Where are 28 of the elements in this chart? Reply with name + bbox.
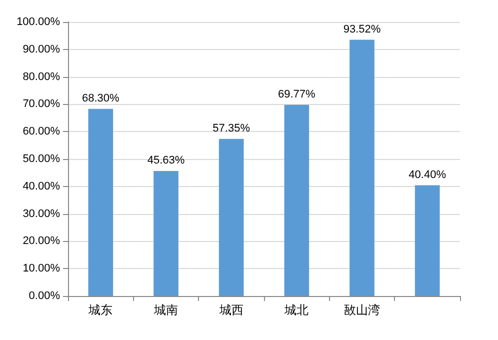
bar: [88, 108, 114, 296]
y-tick-label: 60.00%: [22, 126, 60, 138]
data-label: 69.77%: [278, 88, 316, 100]
y-tick-label: 80.00%: [22, 70, 60, 83]
x-tick-label: 敔山湾: [344, 303, 380, 317]
bar: [350, 40, 374, 296]
data-label: 40.40%: [408, 168, 446, 181]
y-tick-label: 100.00%: [16, 16, 60, 28]
bar: [414, 185, 440, 296]
y-tick-label: 50.00%: [22, 153, 60, 165]
x-tick-label: 城南: [153, 303, 178, 317]
data-label: 57.35%: [212, 122, 250, 134]
y-tick-label: 20.00%: [22, 235, 60, 248]
data-label: 45.63%: [147, 154, 185, 166]
y-tick-label: 90.00%: [22, 43, 60, 56]
bar: [154, 170, 178, 296]
bar: [284, 104, 310, 296]
y-tick-label: 70.00%: [22, 98, 60, 110]
y-tick-label: 0.00%: [28, 290, 60, 302]
y-tick-label: 40.00%: [22, 180, 60, 192]
data-label: 68.30%: [82, 92, 120, 104]
data-label: 93.52%: [343, 23, 381, 36]
y-tick-label: 30.00%: [22, 208, 60, 220]
x-tick-label: 城西: [218, 303, 244, 317]
y-tick-label: 10.00%: [22, 262, 60, 275]
x-tick-label: 城东: [88, 303, 113, 317]
bar: [218, 138, 244, 296]
x-tick-label: 城北: [284, 303, 309, 317]
